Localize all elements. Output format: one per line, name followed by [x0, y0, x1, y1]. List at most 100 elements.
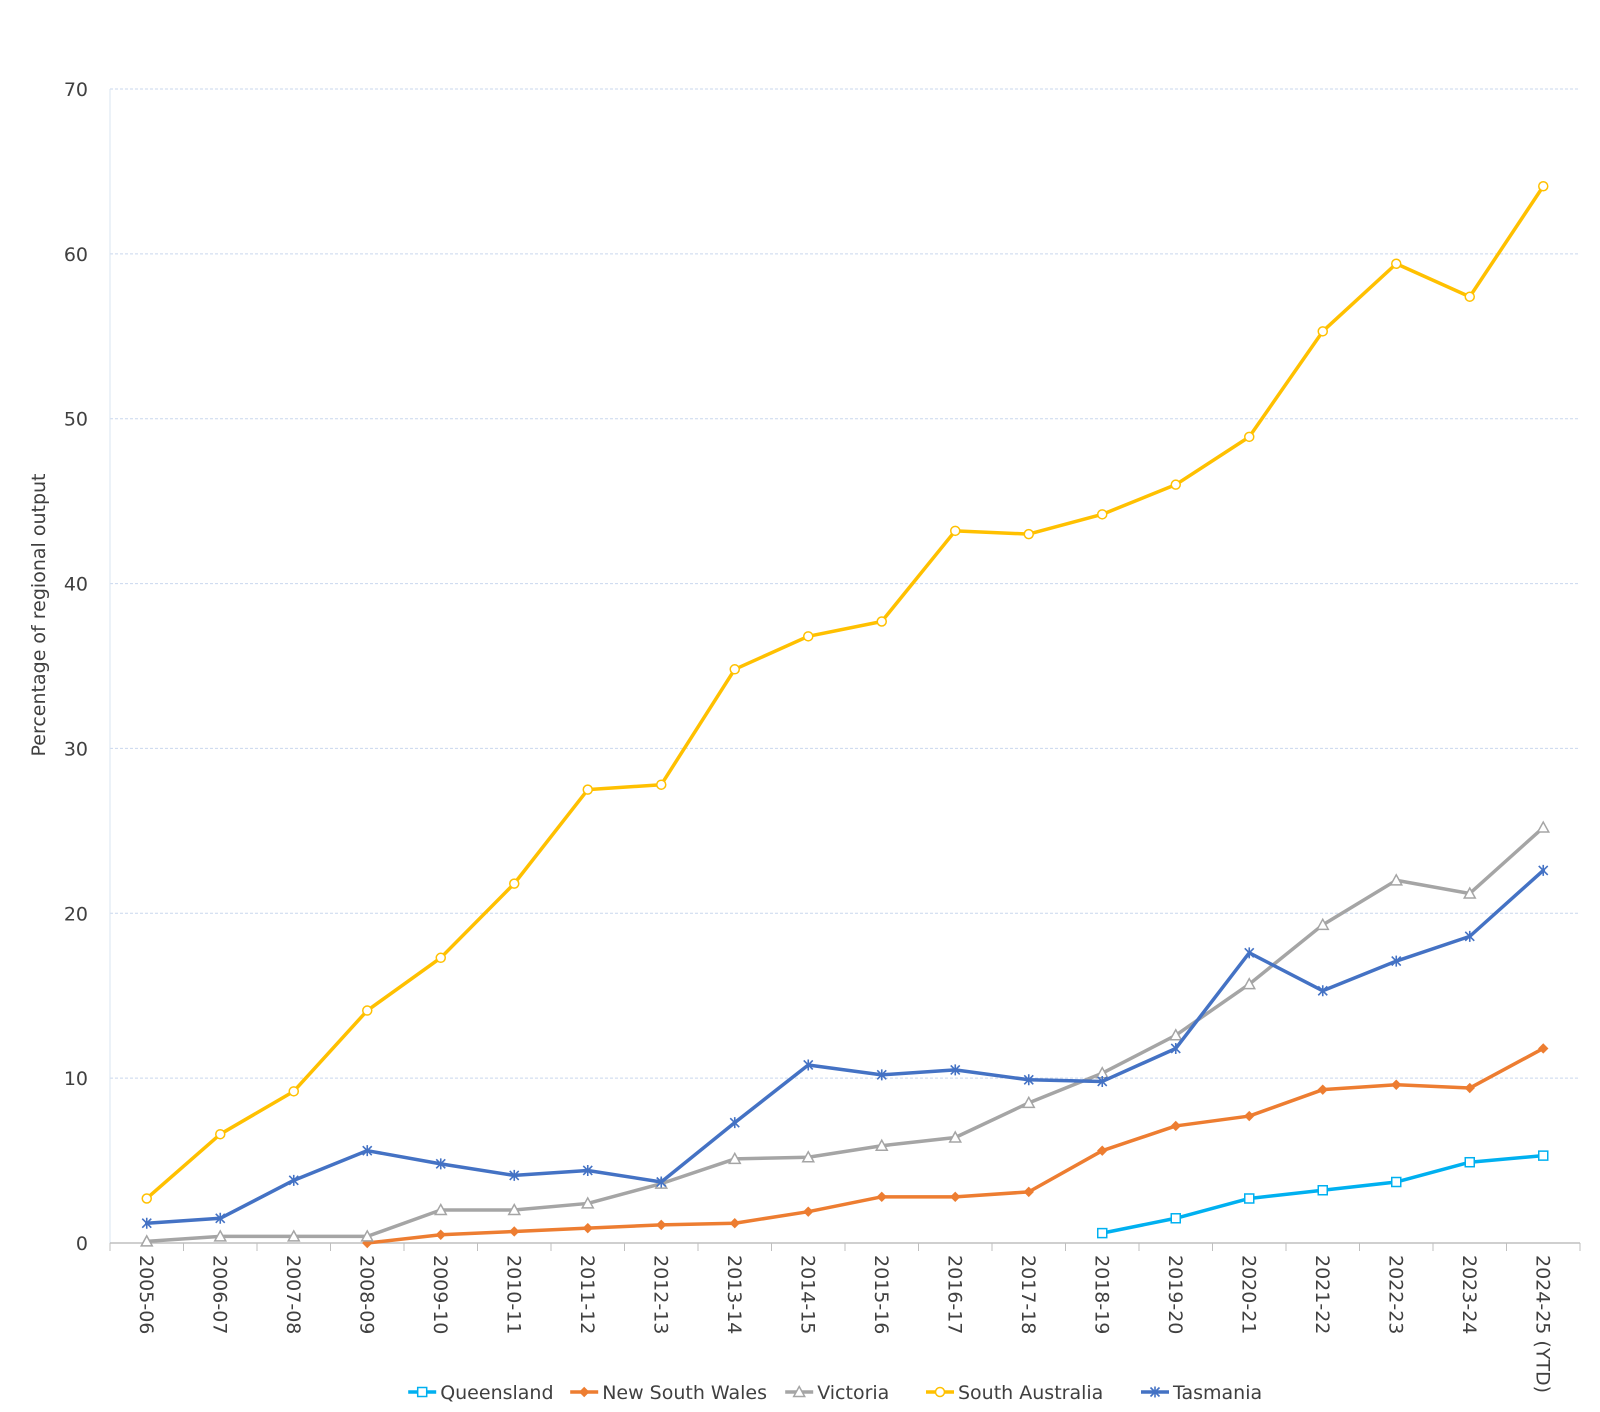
data-point — [582, 1222, 593, 1234]
data-point — [1170, 1120, 1181, 1132]
data-point — [729, 1117, 740, 1129]
y-axis-ticks: 0 10 20 30 40 50 60 70 — [64, 79, 88, 1255]
data-point — [215, 1212, 226, 1224]
x-tick-label: 2006-07 — [208, 1255, 230, 1334]
data-point — [948, 1130, 963, 1143]
data-point — [1023, 1074, 1034, 1086]
data-point — [215, 1128, 226, 1140]
data-point — [1391, 955, 1402, 967]
data-point — [141, 1217, 152, 1229]
legend-label: Queensland — [440, 1382, 553, 1404]
data-point — [1023, 528, 1034, 540]
data-point — [656, 779, 667, 790]
data-point — [1170, 1042, 1181, 1054]
legend-item: New South Wales — [570, 1382, 767, 1404]
series-layer — [139, 181, 1551, 1249]
legend-label: Victoria — [817, 1382, 889, 1404]
x-tick-label: 2007-08 — [282, 1255, 304, 1334]
y-axis-title: Percentage of regional output — [28, 474, 50, 757]
data-point — [1244, 1193, 1255, 1204]
x-tick-label: 2005-06 — [135, 1255, 157, 1334]
data-point — [288, 1174, 299, 1186]
data-point — [582, 784, 593, 795]
series-tasmania — [141, 864, 1549, 1229]
data-point — [1097, 1145, 1108, 1156]
data-point — [1317, 1084, 1328, 1095]
data-point — [801, 1150, 816, 1163]
gridlines — [110, 88, 1580, 1079]
data-point — [950, 525, 961, 537]
x-tick-label: 2013-14 — [723, 1255, 745, 1334]
data-point — [362, 1005, 373, 1016]
legend-label: South Australia — [958, 1382, 1103, 1404]
data-point — [1538, 864, 1549, 876]
data-point — [729, 664, 740, 675]
x-axis-ticks: 2005-06 2006-07 2007-08 2008-09 2009-10 2010-… — [109, 1243, 1581, 1393]
legend-item: Queensland — [408, 1382, 554, 1404]
x-tick-label: 2017-18 — [1017, 1255, 1039, 1334]
data-point — [433, 1202, 448, 1216]
data-point — [1315, 917, 1330, 931]
data-point — [1391, 1176, 1402, 1188]
data-point — [1464, 1156, 1475, 1168]
data-point — [1170, 479, 1181, 490]
series-line — [145, 825, 1545, 1244]
x-tick-label: 2020-21 — [1237, 1255, 1259, 1334]
data-point — [1538, 1043, 1549, 1054]
legend: Queensland New South Wales Victoria South A… — [408, 1382, 1262, 1404]
x-tick-label: 2019-20 — [1164, 1255, 1186, 1334]
data-point — [578, 1386, 590, 1398]
data-point — [141, 1193, 152, 1204]
x-tick-label: 2023-24 — [1458, 1255, 1480, 1334]
series-queensland — [1097, 1150, 1549, 1239]
data-point — [1464, 1082, 1475, 1094]
data-point — [803, 1206, 814, 1217]
data-point — [582, 1164, 593, 1176]
data-point — [1242, 977, 1257, 990]
data-point — [1391, 258, 1402, 269]
data-point — [1168, 1028, 1183, 1041]
data-point — [656, 1219, 667, 1231]
data-point — [1097, 1227, 1108, 1239]
data-point — [580, 1196, 595, 1209]
data-point — [1244, 947, 1255, 959]
data-point — [1244, 431, 1255, 443]
data-point — [874, 1138, 889, 1151]
data-point — [360, 1229, 375, 1242]
data-point — [727, 1151, 742, 1165]
data-point — [507, 1202, 522, 1216]
data-point — [876, 1069, 887, 1081]
data-point — [1536, 820, 1551, 833]
data-point — [362, 1145, 373, 1157]
data-point — [1538, 181, 1549, 192]
data-point — [1464, 930, 1475, 942]
data-point — [792, 1384, 806, 1398]
y-tick-label: 20 — [64, 903, 88, 925]
data-point — [1464, 291, 1475, 302]
x-tick-label: 2015-16 — [870, 1255, 892, 1334]
data-point — [288, 1086, 299, 1097]
y-tick-label: 60 — [64, 244, 88, 266]
x-tick-label: 2021-22 — [1311, 1255, 1333, 1334]
x-tick-label: 2010-11 — [502, 1255, 524, 1334]
data-point — [934, 1386, 946, 1398]
y-tick-label: 70 — [64, 79, 88, 101]
data-point — [656, 1176, 667, 1188]
data-point — [876, 1191, 887, 1203]
series-south-australia — [141, 181, 1549, 1204]
data-point — [1097, 1075, 1108, 1087]
x-tick-label: 2016-17 — [943, 1255, 965, 1334]
data-point — [509, 1226, 520, 1237]
data-point — [950, 1191, 961, 1203]
data-point — [1317, 1184, 1328, 1196]
data-point — [1149, 1386, 1161, 1398]
data-point — [435, 1158, 446, 1170]
data-point — [1462, 886, 1477, 899]
data-point — [1023, 1186, 1034, 1198]
legend-label: New South Wales — [602, 1382, 767, 1404]
x-tick-label: 2024-25 (YTD) — [1531, 1255, 1553, 1393]
data-point — [416, 1386, 428, 1398]
legend-label: Tasmania — [1172, 1382, 1262, 1404]
data-point — [1538, 1150, 1549, 1161]
data-point — [803, 631, 814, 642]
